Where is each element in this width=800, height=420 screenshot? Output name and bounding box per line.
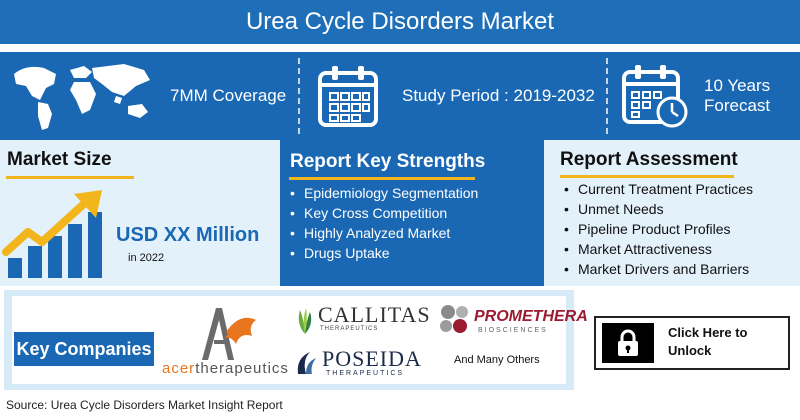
source-note: Source: Urea Cycle Disorders Market Insi… <box>6 398 283 412</box>
coverage-label: 7MM Coverage <box>170 86 287 105</box>
title-spacer <box>0 44 800 52</box>
report-assessment-list: Current Treatment Practices Unmet Needs … <box>560 179 753 279</box>
promethera-dots-icon <box>440 305 468 333</box>
market-size-value: USD XX Million <box>116 224 260 246</box>
promethera-name: PROMETHERA <box>474 308 588 325</box>
market-size-heading: Market Size <box>7 149 112 170</box>
promethera-biosciences-logo: PROMETHERA BIOSCIENCES <box>436 302 588 338</box>
calendar-icon <box>318 66 378 127</box>
acer-therapeutics-logo: acertherapeutics <box>162 300 288 382</box>
unlock-button[interactable]: Click Here to Unlock <box>594 316 790 370</box>
unlock-line1: Click Here to <box>668 325 748 340</box>
callitas-therapeutics-logo: CALLITAS THERAPEUTICS <box>294 302 430 338</box>
calendar-clock-icon <box>622 65 688 128</box>
list-item: Highly Analyzed Market <box>286 223 478 243</box>
market-size-year: in 2022 <box>128 252 165 264</box>
acer-wordmark: acertherapeutics <box>162 360 289 377</box>
page-title-bar: Urea Cycle Disorders Market <box>0 0 800 44</box>
list-item: Current Treatment Practices <box>560 179 753 199</box>
lock-icon-box <box>602 323 654 363</box>
list-item: Market Drivers and Barriers <box>560 259 753 279</box>
list-item: Unmet Needs <box>560 199 753 219</box>
coverage-stat: 7MM Coverage <box>0 52 296 140</box>
unlock-line2: Unlock <box>668 343 712 358</box>
forecast-line2: Forecast <box>704 96 771 115</box>
world-map-icon <box>14 64 150 130</box>
report-assessment-panel: Report Assessment Current Treatment Prac… <box>544 140 800 286</box>
list-item: Pipeline Product Profiles <box>560 219 753 239</box>
list-item: Epidemiology Segmentation <box>286 183 478 203</box>
heading-underline <box>560 175 734 178</box>
promethera-sub: BIOSCIENCES <box>478 327 548 334</box>
key-strengths-panel: Report Key Strengths Epidemiology Segmen… <box>280 140 544 286</box>
growth-bar-chart-icon <box>2 190 102 278</box>
callitas-sub: THERAPEUTICS <box>320 326 379 332</box>
study-period-label: Study Period : 2019-2032 <box>402 86 595 105</box>
and-many-others-label: And Many Others <box>454 354 540 366</box>
study-period-stat: Study Period : 2019-2032 <box>304 52 602 140</box>
list-item: Market Attractiveness <box>560 239 753 259</box>
poseida-therapeutics-logo: POSEIDA THERAPEUTICS <box>294 346 434 382</box>
acer-wordmark-part: acer <box>162 360 196 377</box>
market-size-panel: Market Size USD XX Million in 2022 <box>0 140 280 286</box>
callitas-name: CALLITAS <box>318 302 431 327</box>
list-item: Key Cross Competition <box>286 203 478 223</box>
forecast-line1: 10 Years <box>704 76 771 95</box>
poseida-name: POSEIDA <box>322 346 422 371</box>
heading-underline <box>6 176 134 179</box>
key-companies-box: Key Companies acertherapeutics CALLITAS … <box>12 296 588 384</box>
key-strengths-heading: Report Key Strengths <box>290 151 486 172</box>
unlock-text: Click Here to Unlock <box>668 324 778 360</box>
stats-divider <box>606 58 608 134</box>
report-assessment-heading: Report Assessment <box>560 149 738 170</box>
poseida-sub: THERAPEUTICS <box>326 370 405 377</box>
list-item: Drugs Uptake <box>286 243 478 263</box>
forecast-stat: 10 Years Forecast <box>612 52 800 140</box>
acer-leaf-icon <box>202 308 256 360</box>
forecast-label: 10 Years Forecast <box>704 76 770 116</box>
padlock-icon <box>618 329 638 356</box>
key-companies-panel: Key Companies acertherapeutics CALLITAS … <box>4 290 588 390</box>
key-strengths-list: Epidemiology Segmentation Key Cross Comp… <box>286 183 478 263</box>
callitas-leaf-icon <box>298 308 312 334</box>
poseida-wave-icon <box>297 352 316 374</box>
stats-row: 7MM Coverage Study Period : 2019-2032 <box>0 52 800 140</box>
heading-underline <box>289 177 475 180</box>
acer-wordmark-part: therapeutics <box>195 360 289 377</box>
page-title: Urea Cycle Disorders Market <box>245 8 555 35</box>
key-companies-label: Key Companies <box>14 332 154 366</box>
stats-divider <box>298 58 300 134</box>
